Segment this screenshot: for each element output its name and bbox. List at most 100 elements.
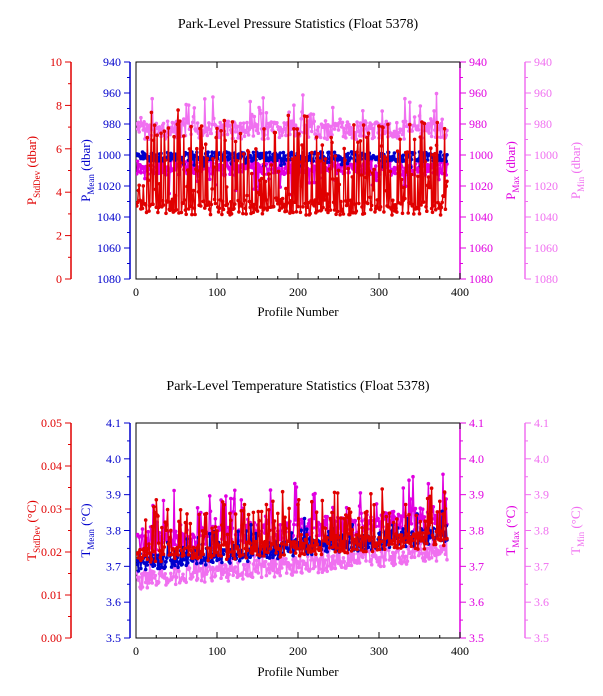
data-point-min [213,574,218,578]
data-point-stddev [328,208,333,212]
data-point-max [408,497,413,501]
data-point-stddev [313,538,317,543]
data-point-stddev [378,547,382,552]
data-point-mean [264,151,269,155]
data-point-max [266,167,270,172]
data-point-min [308,124,312,129]
data-point-stddev [212,165,216,169]
y-tick-label-mean: 1060 [97,241,121,255]
data-point-min [275,121,279,125]
data-point-stddev [342,517,347,521]
data-point-min [374,553,378,558]
data-point-max [432,517,436,521]
data-point-stddev [295,127,300,131]
data-point-stddev [373,210,377,214]
data-point-min [148,577,153,582]
data-point-min [401,550,406,554]
data-point-min [184,580,188,585]
data-point-max [377,524,381,528]
y-axis-label-unit: (dbar) [24,136,39,171]
data-point-stddev [330,510,334,515]
data-point-stddev [310,150,314,155]
data-point-min [381,555,385,559]
data-point-stddev [250,545,254,550]
y-tick-label-stddev: 0.01 [41,588,62,602]
data-point-min [231,573,235,578]
data-point-stddev [258,205,263,209]
data-point-stddev [300,143,304,147]
data-point-min [137,130,141,134]
data-point-min [158,569,163,574]
data-point-min [402,137,406,141]
data-point-stddev [350,175,355,179]
data-point-min [191,114,196,119]
data-point-stddev [148,551,152,556]
data-point-stddev [220,500,225,504]
data-point-stddev [277,208,282,212]
data-point-stddev [253,546,257,550]
data-point-max [357,504,362,508]
data-point-mean [192,163,197,167]
data-point-stddev [235,159,240,163]
data-point-stddev [422,547,427,551]
data-point-min [157,125,162,129]
data-point-stddev [414,513,419,518]
data-point-mean [332,150,337,155]
data-point-stddev [424,535,428,539]
data-point-max [139,170,143,175]
data-point-mean [345,161,350,166]
data-point-mean [195,561,199,566]
data-point-stddev [184,530,188,534]
data-point-stddev [193,212,197,217]
data-point-mean [186,561,190,565]
data-point-stddev [177,545,182,549]
data-point-mean [206,150,210,154]
data-point-stddev [157,182,162,186]
data-point-mean [281,150,286,155]
data-point-min [169,571,173,576]
data-point-max [422,515,427,519]
data-point-stddev [246,150,251,155]
data-point-max [353,519,358,523]
data-point-min [318,135,323,140]
data-point-stddev [175,122,180,127]
data-point-stddev [343,158,347,162]
data-point-min [347,122,351,127]
data-point-min [215,565,219,569]
data-point-stddev [159,559,163,564]
data-point-stddev [382,547,387,551]
data-point-stddev [372,167,376,172]
data-point-stddev [424,205,428,209]
y-tick-label-max: 3.6 [469,595,484,609]
data-point-min [297,562,302,566]
data-point-max [224,494,228,498]
data-point-stddev [348,510,353,514]
data-point-min [382,564,386,568]
data-point-max [276,166,281,171]
data-point-stddev [275,198,279,203]
data-point-stddev [274,551,278,555]
data-point-min [369,562,374,567]
data-point-min [336,128,341,132]
data-point-min [343,130,347,135]
y-axis-label-stddev: TStdDev (°C) [24,500,42,561]
data-point-stddev [237,200,242,204]
data-point-stddev [321,205,325,210]
data-point-mean [325,550,330,554]
x-tick-label: 300 [370,644,388,658]
y-axis-label-stddev: PStdDev (dbar) [24,136,42,205]
data-point-min [267,562,271,566]
data-point-max [391,509,396,514]
data-point-stddev [233,512,238,516]
y-tick-label-stddev: 4 [56,185,62,199]
data-point-stddev [263,179,268,184]
y-tick-label-min: 940 [534,55,552,69]
data-point-stddev [238,131,243,136]
x-tick-label: 100 [208,285,226,299]
data-point-min [181,572,185,577]
data-point-stddev [410,538,415,543]
data-point-min [361,109,365,113]
y-tick-label-max: 1080 [469,272,493,286]
data-point-min [416,128,421,132]
data-point-stddev [339,516,343,520]
